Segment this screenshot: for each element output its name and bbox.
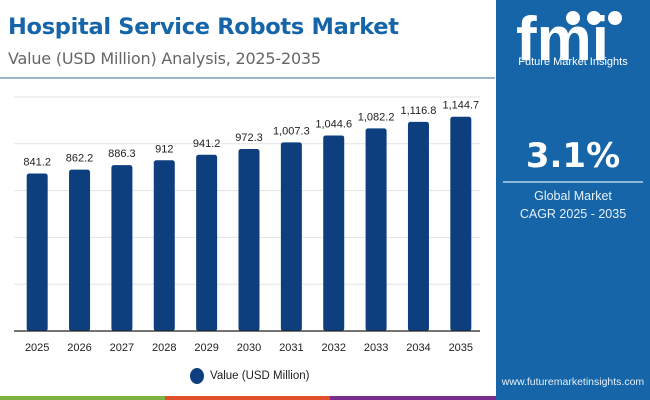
logo-text: Future Market Insights bbox=[518, 56, 628, 68]
x-tick-label-2035: 2035 bbox=[449, 342, 473, 354]
bar-2026 bbox=[69, 169, 91, 331]
bar-2029 bbox=[196, 154, 218, 331]
cagr-value: 3.1% bbox=[525, 136, 621, 176]
bottom-strip-green bbox=[0, 396, 165, 400]
bar-2031 bbox=[280, 142, 302, 331]
bar-2027 bbox=[111, 165, 133, 331]
cagr-label-line1: Global Market bbox=[534, 189, 612, 203]
globe-icon-2 bbox=[587, 11, 601, 25]
bottom-strip-purple bbox=[330, 396, 496, 400]
bottom-strip-orange bbox=[165, 396, 330, 400]
x-tick-label-2033: 2033 bbox=[364, 342, 388, 354]
bar-2030 bbox=[238, 148, 260, 331]
cagr-label-line2: CAGR 2025 - 2035 bbox=[519, 207, 627, 221]
chart-subtitle: Value (USD Million) Analysis, 2025-2035 bbox=[8, 49, 321, 68]
bar-chart: 841.2 862.2 886.3 912 941.2 972.3 1,007.3 1,044… bbox=[14, 96, 480, 354]
x-tick-label-2032: 2032 bbox=[321, 342, 345, 354]
value-label-2035: 1,144.7 bbox=[442, 100, 479, 112]
legend-label: Value (USD Million) bbox=[210, 370, 310, 382]
value-label-2033: 1,082.2 bbox=[358, 111, 395, 123]
value-labels: 841.2 862.2 886.3 912 941.2 972.3 1,007.3 1,044… bbox=[23, 100, 479, 169]
x-tick-label-2030: 2030 bbox=[237, 342, 261, 354]
value-label-2032: 1,044.6 bbox=[315, 118, 352, 130]
x-tick-label-2028: 2028 bbox=[152, 342, 176, 354]
globe-icon-1 bbox=[566, 11, 580, 25]
value-label-2031: 1,007.3 bbox=[273, 125, 310, 137]
value-label-2030: 972.3 bbox=[235, 132, 263, 144]
value-label-2026: 862.2 bbox=[66, 153, 94, 165]
x-tick-label-2027: 2027 bbox=[110, 342, 134, 354]
x-tick-labels: 2025 2026 2027 2028 2029 2030 2031 2032 2033 2034… bbox=[25, 342, 473, 354]
bar-2033 bbox=[365, 128, 387, 331]
value-label-2029: 941.2 bbox=[193, 138, 221, 150]
title-divider bbox=[0, 77, 495, 79]
x-tick-label-2025: 2025 bbox=[25, 342, 49, 354]
bar-2035 bbox=[450, 116, 472, 331]
sidebar-panel: fmi Future Market Insights 3.1% Global M… bbox=[496, 0, 650, 400]
legend-swatch bbox=[190, 368, 204, 384]
legend: Value (USD Million) bbox=[190, 368, 309, 384]
cagr-divider bbox=[503, 181, 643, 183]
globe-icon-3 bbox=[608, 11, 622, 25]
value-label-2025: 841.2 bbox=[23, 157, 51, 169]
chart-title: Hospital Service Robots Market bbox=[8, 14, 399, 40]
value-label-2028: 912 bbox=[155, 143, 173, 155]
bar-2028 bbox=[153, 160, 175, 331]
bar-2032 bbox=[323, 135, 345, 331]
value-label-2034: 1,116.8 bbox=[401, 105, 437, 117]
bar-2034 bbox=[407, 121, 429, 331]
x-tick-label-2031: 2031 bbox=[279, 342, 303, 354]
bars bbox=[26, 116, 472, 331]
bar-2025 bbox=[26, 173, 48, 331]
x-tick-label-2029: 2029 bbox=[194, 342, 218, 354]
website-url: www.futuremarketinsights.com bbox=[501, 376, 645, 388]
x-tick-label-2026: 2026 bbox=[67, 342, 91, 354]
x-tick-label-2034: 2034 bbox=[406, 342, 430, 354]
value-label-2027: 886.3 bbox=[108, 148, 136, 160]
fmi-logo-icon: fmi bbox=[516, 6, 622, 64]
